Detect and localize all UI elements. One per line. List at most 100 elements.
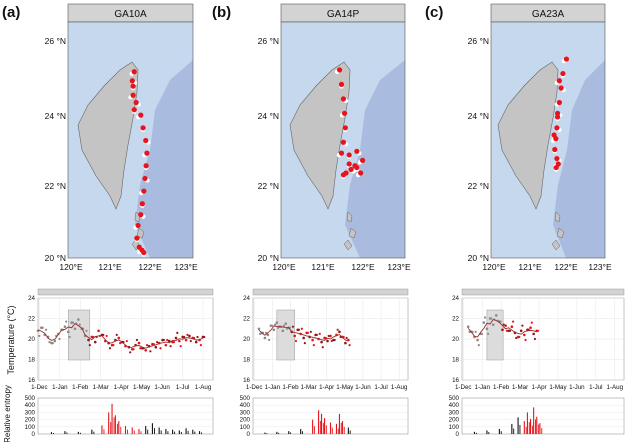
temperature-point	[482, 321, 486, 324]
temperature-point	[78, 323, 81, 326]
track-point-red	[558, 85, 564, 91]
track-point-red	[133, 99, 139, 106]
temperature-point	[494, 314, 498, 317]
temperature-point	[309, 330, 312, 333]
temperature-trend-line	[37, 323, 204, 349]
shaded-window	[276, 309, 295, 361]
temperature-point	[510, 325, 514, 329]
temperature-point	[137, 341, 141, 345]
entropy-tick-label: 300	[25, 409, 36, 416]
ocean-shelf-a	[68, 22, 193, 258]
track-a	[128, 69, 151, 257]
temperature-point	[117, 336, 121, 340]
strip-title-b: GA14P	[327, 9, 360, 20]
temperature-point	[266, 333, 270, 337]
map-panel-b: GA14P 26 °N 24 °N 22 °N 20 °N 120°E 121°…	[258, 3, 411, 272]
panel-letter-c: (c)	[425, 4, 443, 21]
temperature-point	[85, 329, 88, 332]
map-xtick-c-2: 122°E	[554, 262, 578, 272]
date-tick-label: 1-Apr	[114, 384, 129, 391]
map-ytick-b-2: 22 °N	[258, 181, 279, 191]
strip-title-c: GA23A	[532, 9, 565, 20]
temperature-point	[275, 321, 279, 324]
map-ytick-c-3: 20 °N	[468, 253, 489, 263]
temperature-point	[132, 348, 135, 351]
temperature-point	[499, 320, 502, 323]
map-xtick-c-1: 121°E	[518, 262, 542, 272]
temp-tick-label: 16	[452, 377, 459, 384]
temperature-point	[184, 338, 188, 342]
temperature-point	[321, 346, 324, 349]
entropy-tick-label: 0	[32, 431, 36, 438]
temperature-point	[519, 329, 523, 333]
temperature-point	[139, 347, 142, 350]
temperature-point	[186, 333, 189, 336]
track-point-red	[336, 67, 343, 73]
temperature-point	[281, 329, 285, 333]
date-tick-label: 1-Jan	[52, 384, 68, 391]
track-point-red	[138, 112, 144, 118]
track-point-red	[130, 83, 136, 89]
track-point-red	[338, 81, 345, 87]
temperature-point	[125, 339, 128, 343]
temperature-point	[466, 325, 470, 329]
map-panel-c: GA23A 26 °N 24 °N 22 °N 20 °N 120°E 121°…	[468, 3, 612, 272]
panel-letter-a: (a)	[2, 4, 20, 21]
temperature-point	[88, 344, 91, 347]
temperature-point	[293, 334, 297, 338]
track-point-red	[348, 166, 354, 172]
temperature-point	[63, 325, 67, 329]
temperature-point	[199, 344, 202, 347]
temperature-point	[152, 343, 155, 346]
temperature-point	[156, 340, 159, 344]
temp-tick-label: 24	[452, 295, 459, 302]
temperature-trend-line	[467, 318, 537, 338]
temperature-point	[518, 335, 521, 339]
map-xtick-c-0: 120°E	[482, 262, 506, 272]
temperature-point	[282, 324, 286, 327]
track-point-red	[340, 96, 347, 102]
taiwan-landmass-b	[289, 61, 351, 210]
temperature-point	[105, 334, 108, 338]
date-tick-label: 1-Mar	[300, 384, 316, 391]
entropy-plot-area	[461, 397, 625, 435]
facet-strip	[252, 288, 409, 296]
temperature-point	[273, 323, 277, 326]
temperature-point	[318, 332, 321, 335]
temperature-trend-line	[258, 325, 349, 342]
temperature-point	[174, 336, 178, 340]
date-tick-label: 1-Mar	[512, 384, 528, 391]
map-xtick-b-1: 121°E	[311, 262, 335, 272]
date-tick-label: 1-Jun	[569, 384, 585, 391]
date-tick-label: 1-Jan	[474, 384, 490, 391]
temperature-point	[169, 345, 172, 348]
date-tick-label: 1-May	[336, 384, 354, 391]
temperature-axis-title: Temperature (°C)	[6, 305, 16, 374]
temperature-point	[38, 334, 41, 338]
track-point-red	[352, 163, 358, 169]
timeseries-panel-c: 24 22 20 18 161-Dec 1-Jan 1-Feb 1-Mar 1-Apr 1-May…	[452, 288, 625, 391]
temperature-point	[344, 341, 347, 345]
temp-tick-label: 18	[452, 357, 459, 364]
temperature-point	[532, 332, 535, 336]
map-xtick-a-0: 120°E	[59, 262, 83, 272]
temperature-point	[312, 344, 315, 347]
temperature-point	[65, 320, 68, 323]
temperature-point	[193, 336, 196, 340]
date-tick-label: 1-Feb	[493, 384, 510, 391]
temperature-point	[515, 336, 518, 340]
temperature-point	[508, 329, 512, 332]
track-point-red	[143, 137, 149, 144]
temp-tick-label: 22	[28, 316, 35, 323]
track-point-red	[139, 201, 145, 207]
temperature-point	[135, 338, 139, 342]
temperature-point	[485, 327, 489, 331]
temperature-point	[294, 339, 298, 343]
temperature-point	[73, 327, 77, 331]
track-point-red	[143, 163, 149, 169]
track-point-red	[142, 175, 148, 182]
date-tick-label: 1-Dec	[31, 384, 48, 391]
temp-tick-label: 20	[452, 336, 459, 343]
